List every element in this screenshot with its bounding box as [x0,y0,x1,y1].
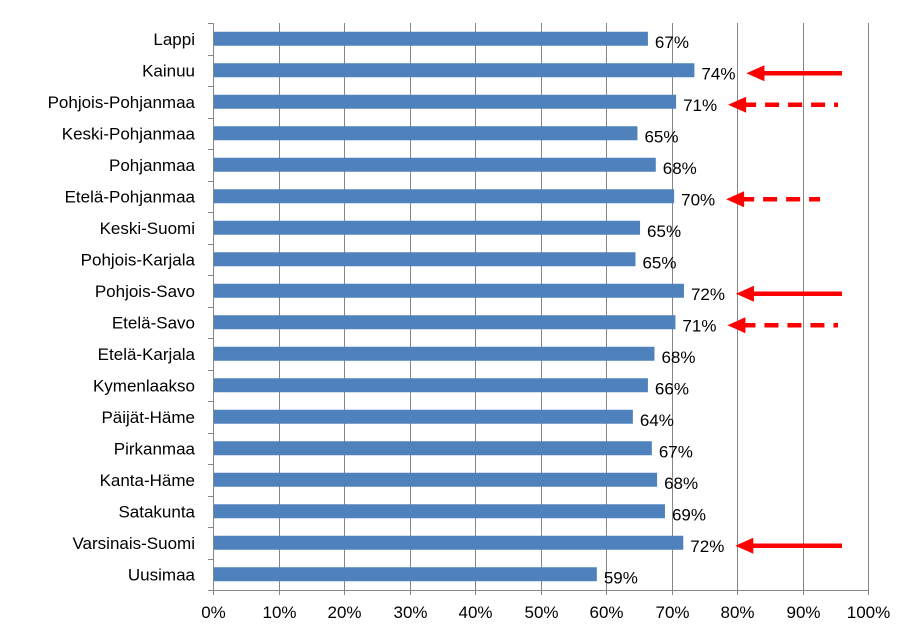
data-label: 68% [663,159,697,178]
x-tick-label: 30% [393,603,427,622]
bar [214,346,655,361]
category-label: Päijät-Häme [101,408,195,427]
tick-labels: 0% 10% 20% 30% 40% 50% 60% 70% 80% 90% 100% [201,603,890,622]
category-label: Uusimaa [128,565,196,584]
bar [214,283,684,298]
data-label: 67% [659,442,693,461]
bar [214,567,597,582]
category-label: Pohjanmaa [109,156,196,175]
data-label: 64% [640,411,674,430]
annotation-arrows [726,65,842,554]
data-label: 66% [655,379,689,398]
bar [214,409,633,424]
category-label: Keski-Suomi [100,219,195,238]
category-label: Satakunta [118,502,195,521]
category-label: Etelä-Karjala [98,345,196,364]
arrow-head [746,65,765,82]
x-tick-label: 80% [720,603,754,622]
arrow-head [727,317,746,334]
x-tick-label: 90% [786,603,820,622]
category-label: Kainuu [142,61,195,80]
arrow-head [735,285,754,302]
data-label: 70% [681,190,715,209]
bar [214,252,636,267]
category-label: Pohjois-Karjala [81,250,196,269]
category-label: Pirkanmaa [114,439,196,458]
data-label: 67% [655,33,689,52]
data-label: 72% [690,537,724,556]
bar [214,315,676,330]
data-label: 71% [683,96,717,115]
bar [214,126,638,141]
bar [214,441,652,456]
x-tick-label: 50% [524,603,558,622]
data-label: 65% [644,127,678,146]
arrow-head [735,537,754,554]
category-label: Etelä-Savo [112,313,195,332]
x-tick-label: 0% [201,603,226,622]
bar [214,157,656,172]
bar [214,472,658,487]
category-label: Pohjois-Pohjanmaa [48,93,196,112]
gridlines [279,23,869,590]
bar [214,31,648,46]
bar [214,189,675,204]
x-tick-label: 20% [327,603,361,622]
category-label: Lappi [153,30,195,49]
bar [214,63,695,78]
data-label: 59% [604,568,638,587]
category-label: Pohjois-Savo [95,282,195,301]
data-label: 68% [664,474,698,493]
bars [214,31,695,582]
category-label: Varsinais-Suomi [72,534,195,553]
category-label: Kymenlaakso [93,376,195,395]
data-label: 69% [672,505,706,524]
data-label: 68% [661,348,695,367]
category-label: Keski-Pohjanmaa [62,124,196,143]
bar [214,378,648,393]
bar [214,504,665,519]
arrow-head [728,96,747,113]
x-tick-label: 10% [262,603,296,622]
data-labels: 67%74%71%65%68%70%65%65%72%71%68%66%64%6… [604,33,736,588]
bar [214,535,684,550]
bar [214,220,641,235]
x-tick-label: 70% [655,603,689,622]
data-label: 65% [647,222,681,241]
axes [208,23,869,595]
category-label: Kanta-Häme [100,471,195,490]
arrow-head [726,191,745,208]
category-labels: Lappi Kainuu Pohjois-Pohjanmaa Keski-Pohjan… [48,30,196,585]
bar [214,94,677,109]
data-label: 74% [701,64,735,83]
data-label: 72% [691,285,725,304]
data-label: 65% [642,253,676,272]
data-label: 71% [682,316,716,335]
x-tick-label: 40% [458,603,492,622]
category-label: Etelä-Pohjanmaa [65,187,196,206]
x-tick-label: 60% [589,603,623,622]
x-tick-label: 100% [847,603,890,622]
